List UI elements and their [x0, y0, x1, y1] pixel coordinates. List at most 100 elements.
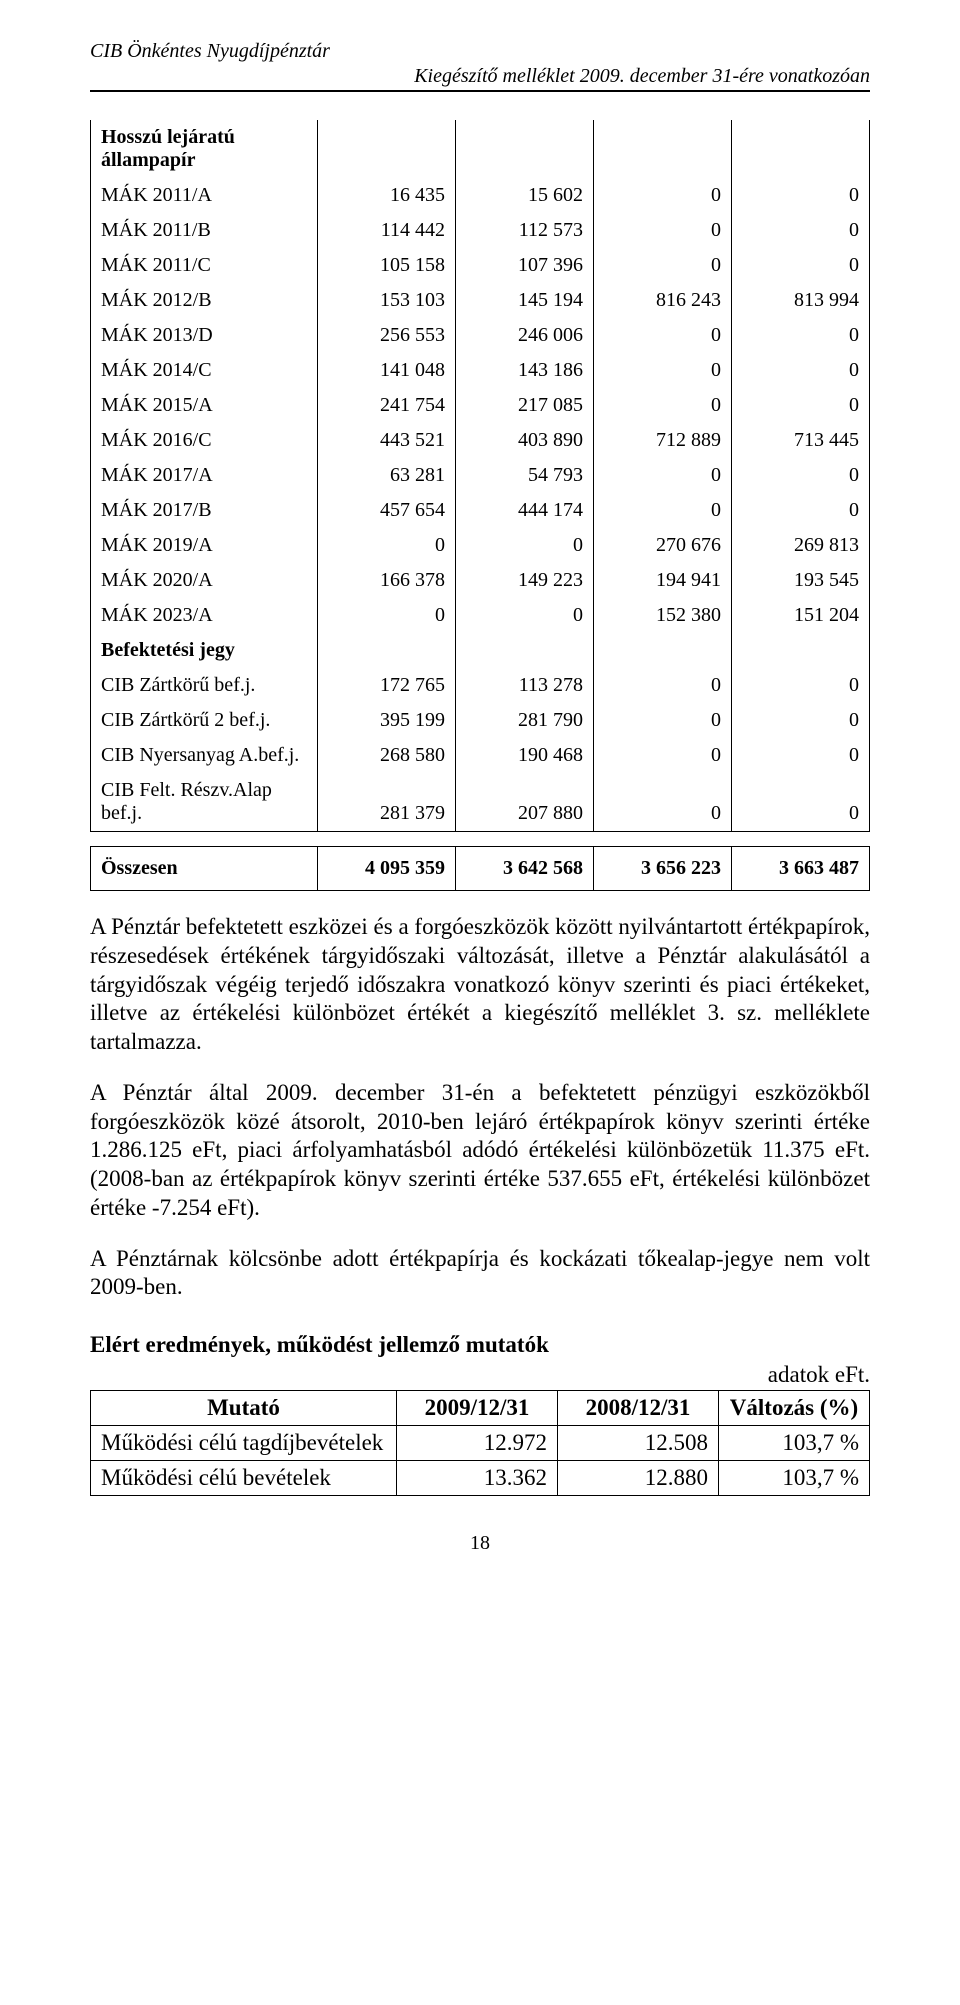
- cell: 12.880: [558, 1461, 719, 1496]
- cell: 712 889: [593, 423, 731, 458]
- cell-blank: [731, 633, 869, 668]
- row-label: MÁK 2016/C: [91, 423, 318, 458]
- row-label: MÁK 2013/D: [91, 318, 318, 353]
- total-cell: 3 656 223: [593, 847, 731, 891]
- paragraph-1: A Pénztár befektetett eszközei és a forg…: [90, 913, 870, 1057]
- col-header-2009: 2009/12/31: [397, 1391, 558, 1426]
- cell: 152 380: [593, 598, 731, 633]
- total-cell: 3 642 568: [456, 847, 594, 891]
- section-heading-bonds: Hosszú lejáratú állampapír: [91, 120, 318, 178]
- cell-blank: [731, 120, 869, 178]
- cell: 103,7 %: [719, 1461, 870, 1496]
- cell: 0: [318, 528, 456, 563]
- cell: 0: [731, 178, 869, 213]
- cell: 268 580: [318, 738, 456, 773]
- cell-blank: [593, 633, 731, 668]
- row-label: MÁK 2011/B: [91, 213, 318, 248]
- header-subtitle: Kiegészítő melléklet 2009. december 31-é…: [90, 65, 870, 92]
- cell-blank: [456, 120, 594, 178]
- cell: 0: [731, 738, 869, 773]
- cell: 403 890: [456, 423, 594, 458]
- paragraph-2: A Pénztár által 2009. december 31-én a b…: [90, 1079, 870, 1223]
- row-label: CIB Zártkörű bef.j.: [91, 668, 318, 703]
- cell: 457 654: [318, 493, 456, 528]
- cell: 713 445: [731, 423, 869, 458]
- cell: 241 754: [318, 388, 456, 423]
- section-subheading: Elért eredmények, működést jellemző muta…: [90, 1332, 870, 1358]
- cell: 193 545: [731, 563, 869, 598]
- cell: 0: [593, 738, 731, 773]
- cell: 143 186: [456, 353, 594, 388]
- cell: 0: [731, 703, 869, 738]
- cell: 269 813: [731, 528, 869, 563]
- cell: 270 676: [593, 528, 731, 563]
- cell: 149 223: [456, 563, 594, 598]
- cell: 0: [593, 318, 731, 353]
- cell: 13.362: [397, 1461, 558, 1496]
- cell: 0: [593, 493, 731, 528]
- row-label: CIB Nyersanyag A.bef.j.: [91, 738, 318, 773]
- col-header-mutato: Mutató: [91, 1391, 397, 1426]
- cell: 54 793: [456, 458, 594, 493]
- cell: 217 085: [456, 388, 594, 423]
- cell: 12.508: [558, 1426, 719, 1461]
- row-label: MÁK 2011/C: [91, 248, 318, 283]
- row-label: MÁK 2023/A: [91, 598, 318, 633]
- row-label: MÁK 2011/A: [91, 178, 318, 213]
- row-label: MÁK 2019/A: [91, 528, 318, 563]
- cell: 63 281: [318, 458, 456, 493]
- col-header-2008: 2008/12/31: [558, 1391, 719, 1426]
- col-header-change: Változás (%): [719, 1391, 870, 1426]
- cell: 145 194: [456, 283, 594, 318]
- unit-note: adatok eFt.: [90, 1362, 870, 1388]
- cell: 813 994: [731, 283, 869, 318]
- cell: 281 790: [456, 703, 594, 738]
- total-cell: 3 663 487: [731, 847, 869, 891]
- cell: 0: [731, 248, 869, 283]
- row-label: Működési célú bevételek: [91, 1461, 397, 1496]
- row-label: MÁK 2017/A: [91, 458, 318, 493]
- total-cell: 4 095 359: [318, 847, 456, 891]
- cell: 0: [593, 213, 731, 248]
- cell: 151 204: [731, 598, 869, 633]
- cell: 0: [731, 388, 869, 423]
- cell: 281 379: [318, 773, 456, 832]
- cell: 0: [731, 318, 869, 353]
- cell: 12.972: [397, 1426, 558, 1461]
- cell: 0: [731, 213, 869, 248]
- total-label: Összesen: [91, 847, 318, 891]
- cell: 194 941: [593, 563, 731, 598]
- cell: 153 103: [318, 283, 456, 318]
- cell: 190 468: [456, 738, 594, 773]
- cell: 395 199: [318, 703, 456, 738]
- cell: 0: [731, 353, 869, 388]
- row-label: MÁK 2015/A: [91, 388, 318, 423]
- cell: 0: [593, 668, 731, 703]
- cell: 0: [593, 388, 731, 423]
- row-label: MÁK 2020/A: [91, 563, 318, 598]
- cell: 0: [456, 598, 594, 633]
- row-label: MÁK 2012/B: [91, 283, 318, 318]
- cell: 443 521: [318, 423, 456, 458]
- cell: 105 158: [318, 248, 456, 283]
- cell: 444 174: [456, 493, 594, 528]
- cell: 0: [731, 773, 869, 832]
- row-label: MÁK 2014/C: [91, 353, 318, 388]
- cell-blank: [318, 633, 456, 668]
- cell: 166 378: [318, 563, 456, 598]
- cell: 0: [593, 353, 731, 388]
- securities-table: Hosszú lejáratú állampapír MÁK 2011/A16 …: [90, 120, 870, 891]
- cell: 0: [731, 458, 869, 493]
- cell: 0: [731, 493, 869, 528]
- cell: 112 573: [456, 213, 594, 248]
- cell: 207 880: [456, 773, 594, 832]
- row-label: Működési célú tagdíjbevételek: [91, 1426, 397, 1461]
- cell: 16 435: [318, 178, 456, 213]
- cell: 141 048: [318, 353, 456, 388]
- cell: 256 553: [318, 318, 456, 353]
- row-label: CIB Zártkörű 2 bef.j.: [91, 703, 318, 738]
- page-number: 18: [90, 1532, 870, 1555]
- row-label: MÁK 2017/B: [91, 493, 318, 528]
- cell-blank: [593, 120, 731, 178]
- cell: 0: [456, 528, 594, 563]
